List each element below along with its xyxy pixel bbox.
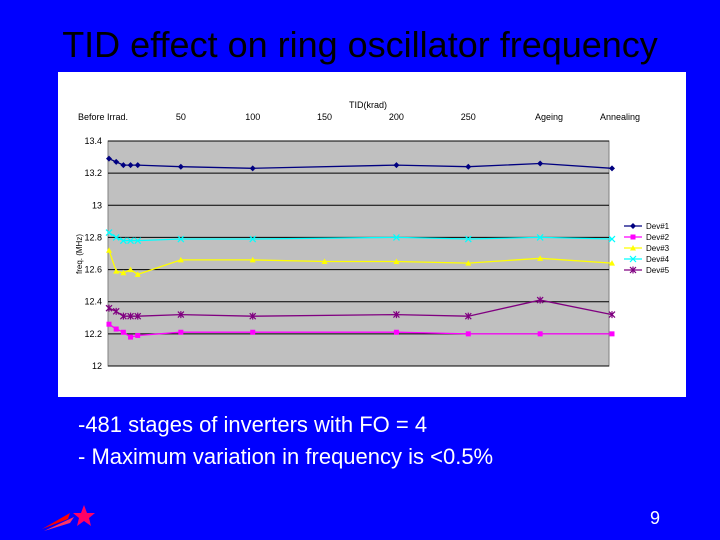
legend-marker: [630, 245, 636, 251]
data-point-dev2: [609, 331, 615, 337]
chart-svg: 12 12.2 12.4 12.6 12.8 13 13.2 13.4 Before Irrad…: [75, 100, 670, 371]
y-tick-label: 13.4: [84, 136, 102, 146]
data-point-dev2: [393, 329, 399, 335]
x-tick-label: 200: [389, 112, 404, 122]
data-point-dev2: [113, 326, 119, 332]
data-point-dev3: [249, 256, 256, 263]
x-axis-title: TID(krad): [349, 100, 387, 110]
legend-marker: [629, 255, 637, 263]
data-point-dev3: [134, 271, 141, 277]
data-point-dev2: [128, 334, 134, 340]
legend-entry-dev1: Dev#1: [646, 222, 670, 231]
y-tick-label: 12: [92, 361, 102, 371]
data-point-dev2: [537, 331, 543, 337]
chart-area: 12 12.2 12.4 12.6 12.8 13 13.2 13.4 Before Irrad…: [58, 72, 686, 397]
data-point-dev4: [127, 237, 134, 245]
x-tick-label: 250: [461, 112, 476, 122]
data-point-dev1: [106, 155, 112, 162]
data-point-dev3: [465, 260, 472, 266]
x-tick-label: Annealing: [600, 112, 640, 122]
data-point-dev1: [393, 162, 400, 169]
data-point-dev4: [249, 235, 257, 243]
data-point-dev3: [609, 260, 615, 266]
legend-marker: [630, 223, 636, 229]
data-point-dev5: [177, 311, 185, 319]
legend-entry-dev2: Dev#2: [646, 233, 670, 242]
y-tick-label: 12.8: [84, 232, 102, 242]
data-point-dev1: [537, 160, 544, 167]
legend-entry-dev4: Dev#4: [646, 255, 670, 264]
y-tick-label: 13: [92, 200, 102, 210]
data-point-dev3: [106, 247, 112, 253]
data-point-dev4: [119, 237, 127, 245]
data-point-dev5: [112, 307, 120, 315]
data-point-dev4: [536, 234, 544, 241]
data-point-dev5: [464, 312, 472, 320]
data-point-dev1: [465, 163, 472, 170]
data-point-dev1: [177, 163, 184, 170]
page-number: 9: [650, 508, 661, 528]
data-point-dev3: [177, 256, 184, 263]
data-point-dev5: [134, 312, 142, 320]
data-point-dev5: [249, 312, 257, 320]
data-point-dev5: [536, 296, 544, 304]
data-point-dev4: [464, 235, 472, 243]
note-line-2: - Maximum variation in frequency is <0.5…: [78, 444, 494, 469]
data-point-dev3: [393, 258, 400, 265]
y-tick-label: 12.2: [84, 329, 102, 339]
data-point-dev1: [113, 158, 120, 165]
data-point-dev2: [106, 321, 112, 327]
y-tick-label: 12.6: [84, 265, 102, 275]
x-tick-label: Ageing: [535, 112, 563, 122]
plot-area: [107, 140, 610, 367]
data-point-dev5: [127, 312, 134, 320]
data-point-dev3: [127, 266, 134, 273]
data-point-dev4: [105, 229, 113, 237]
data-point-dev2: [135, 332, 141, 338]
y-axis-title: freq. (MHz): [75, 234, 84, 274]
legend-marker: [630, 234, 636, 240]
data-point-dev4: [177, 235, 185, 243]
data-point-dev4: [608, 235, 616, 243]
data-point-dev3: [537, 255, 544, 261]
data-point-dev3: [113, 268, 120, 274]
data-point-dev2: [120, 329, 126, 335]
legend-entry-dev3: Dev#3: [646, 244, 670, 253]
data-point-dev5: [119, 312, 127, 320]
data-point-dev2: [465, 331, 471, 337]
data-point-dev4: [393, 234, 400, 241]
data-point-dev5: [105, 304, 113, 312]
y-tick-label: 12.4: [84, 297, 102, 307]
legend-entry-dev5: Dev#5: [646, 266, 670, 275]
slide-title: TID effect on ring oscillator frequency: [62, 24, 658, 65]
note-line-1: -481 stages of inverters with FO = 4: [78, 412, 428, 437]
star-comet-logo-icon: [42, 505, 95, 531]
data-point-dev3: [321, 258, 328, 265]
data-point-dev5: [393, 311, 400, 319]
x-tick-label: 50: [176, 112, 186, 122]
data-point-dev1: [120, 162, 127, 169]
x-tick-label: 150: [317, 112, 332, 122]
legend-marker: [629, 266, 637, 274]
data-point-dev1: [609, 165, 615, 172]
data-point-dev3: [120, 269, 127, 276]
x-tick-label: 100: [245, 112, 260, 122]
y-tick-label: 13.2: [84, 168, 102, 178]
data-point-dev1: [249, 165, 256, 172]
data-point-dev5: [608, 311, 616, 319]
data-point-dev2: [178, 329, 184, 335]
data-point-dev1: [127, 162, 134, 169]
data-point-dev1: [134, 162, 141, 169]
data-point-dev4: [112, 234, 120, 241]
data-point-dev4: [134, 237, 142, 245]
data-point-dev2: [250, 329, 256, 335]
x-tick-label: Before Irrad.: [78, 112, 128, 122]
